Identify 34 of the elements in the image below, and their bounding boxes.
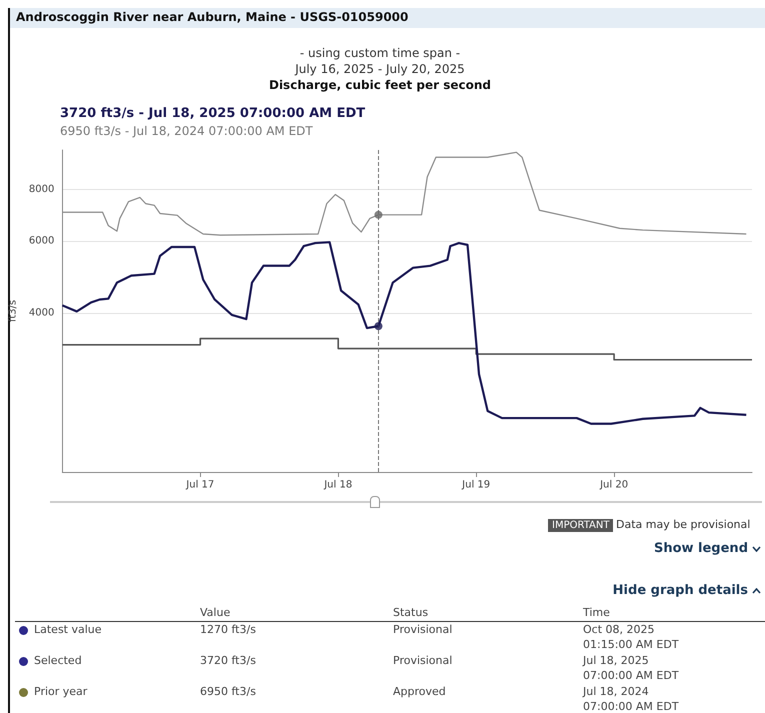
text: Time <box>583 606 610 619</box>
text: Jul 18, 2024 07:00:00 AM EDT <box>583 684 679 713</box>
text: 1270 ft3/s <box>200 622 256 637</box>
text: Prior year <box>34 684 88 699</box>
text: Latest value <box>34 622 102 637</box>
text: Value <box>200 606 230 619</box>
y-tick-label: 8000 <box>28 184 54 196</box>
text: Hide graph details <box>612 583 749 598</box>
x-tick-label: Jul 20 <box>599 480 628 490</box>
y-tick-label: 4000 <box>28 308 54 319</box>
x-tick-label: Jul 17 <box>185 480 214 490</box>
text: 6950 ft3/s <box>200 684 256 699</box>
text: Show legend <box>654 541 749 556</box>
text: Provisional <box>393 622 452 637</box>
chart-title: Androscoggin River near Auburn, Maine - USGS-01059000 <box>16 10 408 24</box>
chart-subtitle: Discharge, cubic feet per second <box>268 77 492 93</box>
text: Jul 18, 2025 07:00:00 AM EDT <box>583 653 679 683</box>
text: - using custom time span - <box>298 45 462 61</box>
text: Approved <box>393 684 446 699</box>
text: 3720 ft3/s <box>200 653 256 668</box>
text: Provisional <box>393 653 452 668</box>
text: 6950 ft3/s - Jul 18, 2024 07:00:00 AM EDT <box>60 124 313 138</box>
text: July 16, 2025 - July 20, 2025 <box>294 61 466 77</box>
text: Selected <box>34 653 82 668</box>
x-tick-label: Jul 18 <box>323 480 352 490</box>
text: IMPORTANT <box>548 519 614 532</box>
line-series <box>61 241 748 425</box>
y-axis-title: ft3/s <box>8 300 18 322</box>
text: Oct 08, 2025 01:15:00 AM EDT <box>583 622 679 652</box>
y-tick-label: 6000 <box>28 235 54 246</box>
text: Data may be provisional <box>616 518 750 531</box>
text: Status <box>393 606 428 619</box>
x-tick-label: Jul 19 <box>461 480 490 490</box>
text: 3720 ft3/s - Jul 18, 2025 07:00:00 AM EDT <box>60 106 366 121</box>
